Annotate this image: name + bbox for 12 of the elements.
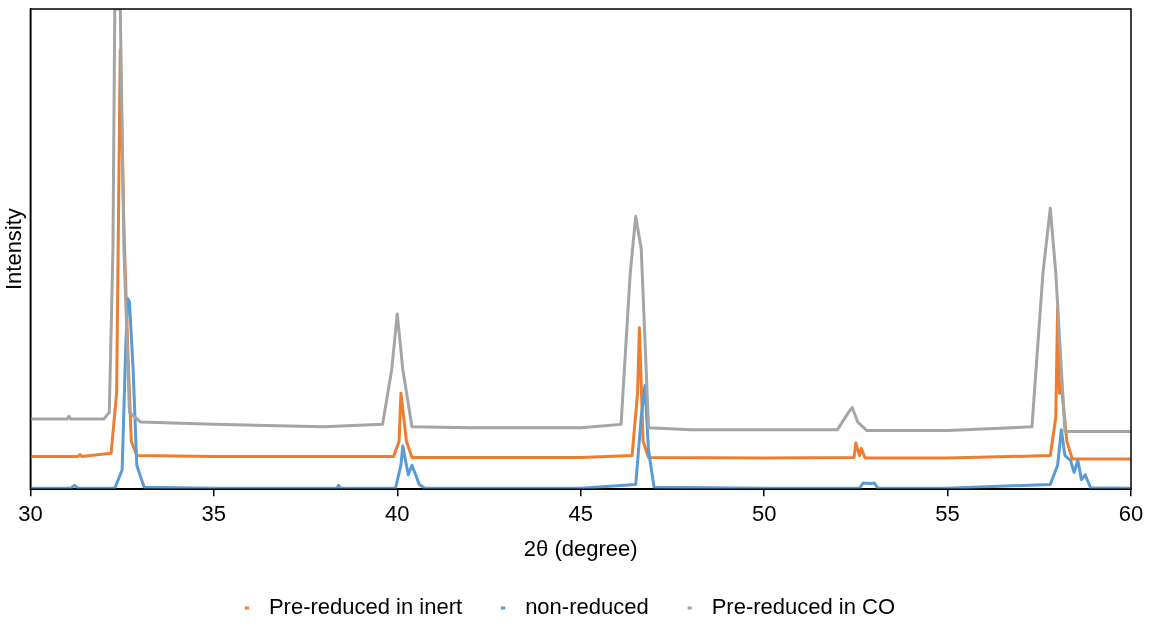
legend-label: Pre-reduced in inert	[268, 594, 463, 620]
x-axis-title: 2θ (degree)	[523, 535, 638, 561]
x-tick-label: 35	[201, 501, 227, 527]
legend-label: non-reduced	[525, 594, 649, 620]
x-tick-label: 45	[568, 501, 593, 527]
x-tick-label: 60	[1118, 501, 1144, 527]
legend-label: Pre-reduced in CO	[711, 594, 896, 620]
x-tick-label: 40	[385, 501, 410, 527]
x-tick-label: 50	[751, 501, 777, 527]
x-tick-label: 55	[935, 501, 960, 527]
y-axis-title: Intensity	[1, 208, 27, 291]
x-tick-label: 30	[18, 501, 43, 527]
